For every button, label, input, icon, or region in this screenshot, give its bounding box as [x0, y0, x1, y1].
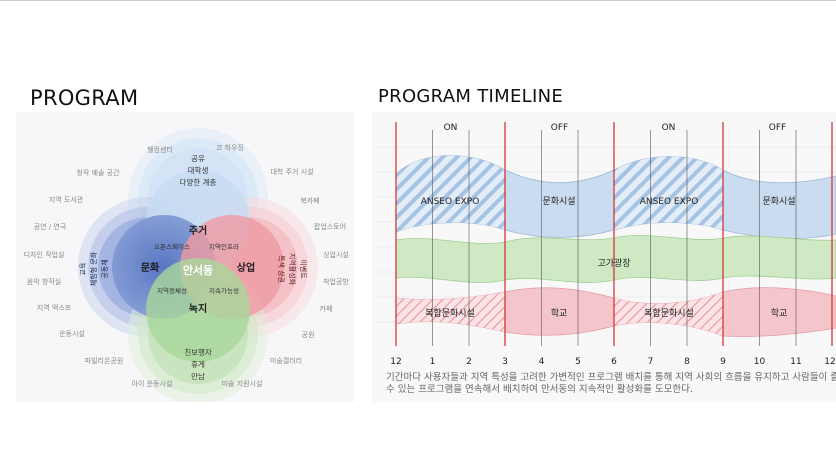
band-label: 고가광장 — [597, 257, 630, 269]
outer-label: 카페 — [320, 304, 333, 313]
program-timeline-title: PROGRAM TIMELINE — [378, 86, 564, 107]
phase-label: OFF — [769, 123, 786, 133]
month-label: 11 — [790, 357, 801, 367]
program-timeline-diagram: ON OFF ON OFF ANSEO EXPO 문화시설 ANSEO EXPO… — [372, 122, 836, 367]
month-axis: 12 1 2 3 4 5 6 7 8 9 10 11 12 — [390, 357, 835, 367]
green-circle — [146, 258, 250, 362]
month-label: 10 — [754, 357, 766, 367]
outer-label: 아이 운동시설 — [132, 379, 173, 388]
timeline-caption-line: 기간마다 사용자들과 지역 특성을 고려한 가변적인 프로그램 배치를 통해 지… — [386, 372, 836, 383]
outer-label: 착업공방 — [323, 277, 349, 286]
month-label: 12 — [824, 357, 835, 367]
green-label: 녹지 — [189, 302, 207, 315]
overlap-regional-identity: 지역정체성 — [157, 286, 187, 295]
housing-item: 다양한 계층 — [180, 177, 217, 187]
band-label: 복합문화시설 — [425, 308, 475, 319]
complex-band-2 — [614, 292, 723, 336]
phase-label: OFF — [551, 123, 568, 133]
overlap-regional-infra: 지역인프라 — [209, 242, 239, 251]
month-label: 5 — [575, 357, 581, 367]
band-label: ANSEO EXPO — [640, 197, 699, 207]
outer-labels: 웰컴센터 코 하우징 대학 주거 시설 북카페 팝업스토어 상업시설 착업공방 … — [24, 143, 350, 388]
month-label: 3 — [502, 357, 508, 367]
outer-label: 음악 창작실 — [27, 277, 61, 286]
band-label: 문화시설 — [762, 196, 795, 207]
month-label: 2 — [466, 357, 472, 367]
culture-label: 문화 — [141, 262, 160, 274]
outer-label: 대학 주거 시설 — [270, 167, 313, 176]
band-label: 복합문화시설 — [644, 308, 694, 319]
outer-label: 창작 예술 공간 — [76, 168, 120, 177]
program-venn-diagram: 주거 문화 상업 녹지 안서동 오픈스페이스 지역인프라 지역정체성 지속가능성… — [24, 128, 350, 404]
band-label: 문화시설 — [542, 196, 575, 207]
program-title: PROGRAM — [30, 86, 139, 110]
month-label: 9 — [720, 357, 726, 367]
culture-item: 교육 — [79, 262, 87, 275]
timeline-caption-line: 수 있는 프로그램을 연속해서 배치하여 안서동의 지속적인 활성화를 도모한다… — [386, 384, 693, 395]
outer-label: 미술 지원시설 — [222, 379, 263, 388]
expo-band-2 — [614, 156, 723, 230]
outer-label: 팝업스토어 — [314, 222, 346, 231]
green-item: 만남 — [191, 372, 205, 381]
center-label: 안서동 — [183, 263, 213, 277]
commerce-label: 상업 — [237, 261, 255, 274]
commerce-item: 특색 상권 — [277, 255, 286, 283]
outer-label: 웰컴센터 — [147, 145, 173, 154]
outer-label: 상업시설 — [323, 250, 349, 259]
month-lines — [432, 130, 797, 346]
overlap-open-space: 오픈스페이스 — [154, 242, 190, 251]
green-item: 친보행자 — [184, 347, 212, 357]
housing-item: 대학생 — [188, 165, 209, 175]
band-label: 학교 — [771, 308, 788, 319]
commerce-item: 이벤트 — [299, 259, 308, 279]
outer-label: 북카페 — [300, 196, 319, 205]
outer-label: 지역 액스포 — [37, 303, 72, 312]
outer-label: 지역 도서관 — [49, 195, 84, 204]
month-label: 6 — [611, 357, 617, 367]
complex-band-1 — [396, 292, 505, 332]
outer-label: 디자인 작업실 — [24, 250, 65, 259]
housing-label: 주거 — [189, 224, 207, 237]
month-label: 4 — [539, 357, 545, 367]
outer-label: 파빌리온공원 — [85, 356, 124, 365]
expo-band-1 — [396, 155, 505, 232]
month-label: 8 — [684, 357, 690, 367]
month-label: 7 — [648, 357, 654, 367]
outer-label: 공연 / 연극 — [34, 223, 67, 231]
outer-label: 공원 — [302, 330, 315, 339]
commerce-item: 지역활성화 — [288, 253, 297, 286]
program-timeline-panel: ON OFF ON OFF ANSEO EXPO 문화시설 ANSEO EXPO… — [372, 112, 836, 402]
month-label: 1 — [430, 357, 436, 367]
band-label: ANSEO EXPO — [421, 197, 480, 207]
outer-label: 운동시설 — [59, 330, 85, 338]
top-divider — [0, 0, 836, 1]
culture-item: 공동체 — [101, 259, 109, 278]
month-label: 12 — [390, 357, 401, 367]
phase-label: ON — [444, 123, 458, 133]
outer-label: 코 하우징 — [216, 143, 244, 152]
program-venn-panel: 주거 문화 상업 녹지 안서동 오픈스페이스 지역인프라 지역정체성 지속가능성… — [16, 112, 354, 404]
green-item: 휴게 — [191, 359, 205, 369]
phase-lines — [395, 122, 833, 346]
housing-item: 공유 — [191, 154, 205, 163]
culture-item: 체험형 문화 — [90, 251, 98, 286]
outer-label: 미술갤러리 — [270, 356, 302, 365]
overlap-sustainability: 지속가능성 — [209, 286, 239, 295]
phase-label: ON — [662, 123, 676, 133]
band-label: 학교 — [551, 308, 568, 319]
